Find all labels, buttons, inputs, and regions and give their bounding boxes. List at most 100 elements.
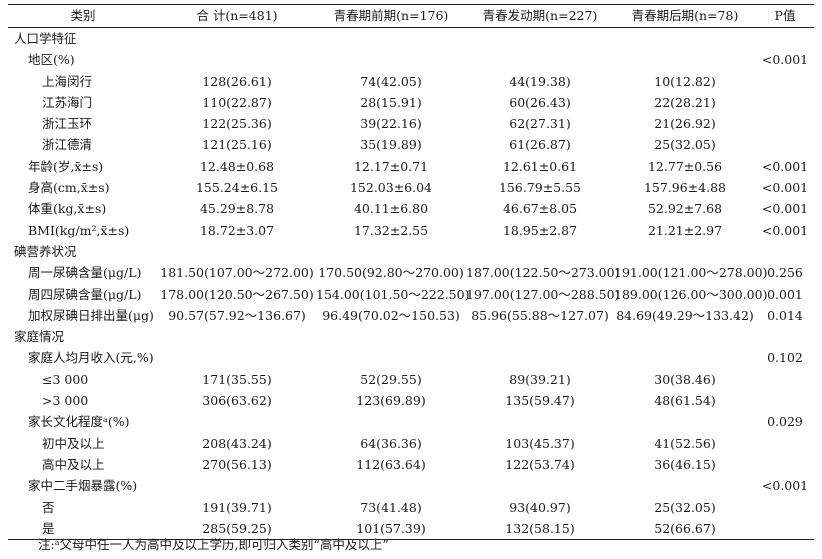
cell-p-value	[756, 134, 814, 155]
cell-pre-puberty: 12.17±0.71	[353, 158, 429, 174]
cell-late-puberty: 191.00(121.00～278.00)	[614, 265, 768, 281]
cell-puberty-onset	[466, 28, 614, 50]
cell-total: 285(59.25)	[158, 517, 316, 541]
cell-p-value: <0.001	[761, 478, 809, 494]
cell-total	[158, 241, 316, 262]
cell-pre-puberty: 74(42.05)	[360, 73, 422, 89]
table-row: 人口学特征	[8, 28, 814, 50]
cell-late-puberty: 22(28.21)	[654, 94, 716, 110]
cell-late-puberty: 52.92±7.68	[647, 201, 723, 217]
cell-total	[158, 326, 316, 347]
cell-category: 是	[8, 517, 158, 541]
cell-pre-puberty	[316, 411, 466, 432]
cell-p-value	[756, 517, 814, 541]
cell-pre-puberty: 101(57.39)	[316, 517, 466, 541]
cell-puberty-onset: 93(40.97)	[509, 499, 571, 515]
cell-p-value	[756, 241, 814, 262]
cell-category: 身高(cm,x̄±s)	[28, 180, 110, 196]
cell-total	[158, 347, 316, 368]
cell-category: 体重(kg,x̄±s)	[28, 201, 107, 217]
cell-puberty-onset: 122(53.74)	[505, 456, 575, 472]
header-puberty-onset: 青春发动期(n=227)	[466, 4, 614, 28]
footnote: 注:ᵃ父母中任一人为高中及以上学历,即可归入类别“高中及以上”	[38, 537, 389, 552]
cell-p-value	[756, 497, 814, 518]
cell-puberty-onset	[466, 241, 614, 262]
cell-pre-puberty: 39(22.16)	[360, 116, 422, 132]
cell-pre-puberty: 96.49(70.02～150.53)	[322, 307, 460, 323]
cell-category: ≤3 000	[42, 371, 89, 387]
cell-category: 人口学特征	[14, 31, 77, 46]
cell-late-puberty: 30(38.46)	[654, 371, 716, 387]
cell-late-puberty: 52(66.67)	[614, 517, 756, 541]
cell-p-value	[756, 433, 814, 454]
cell-total: 178.00(120.50～267.50)	[160, 286, 314, 302]
cell-total	[158, 475, 316, 496]
cell-late-puberty: 189.00(126.00～300.00)	[614, 286, 768, 302]
cell-pre-puberty: 64(36.36)	[360, 435, 422, 451]
cell-category: 加权尿碘日排出量(μg)	[28, 307, 154, 323]
cell-p-value: 0.102	[767, 350, 803, 366]
cell-p-value	[756, 390, 814, 411]
cell-late-puberty: 10(12.82)	[654, 73, 716, 89]
table-row: 初中及以上 208(43.24) 64(36.36) 103(45.37) 41(52.…	[8, 433, 814, 454]
cell-puberty-onset	[466, 411, 614, 432]
cell-p-value: 0.014	[767, 307, 803, 323]
cell-late-puberty: 41(52.56)	[654, 435, 716, 451]
cell-puberty-onset: 61(26.87)	[509, 137, 571, 153]
cell-total: 181.50(107.00～272.00)	[160, 265, 314, 281]
cell-puberty-onset: 46.67±8.05	[502, 201, 578, 217]
cell-puberty-onset: 44(19.38)	[509, 73, 571, 89]
cell-total: 18.72±3.07	[199, 222, 275, 238]
cell-puberty-onset	[466, 326, 614, 347]
cell-total: 122(25.36)	[202, 116, 272, 132]
cell-pre-puberty: 123(69.89)	[356, 393, 426, 409]
cell-total: 306(63.62)	[202, 393, 272, 409]
cell-puberty-onset: 156.79±5.55	[498, 180, 582, 196]
cell-p-value	[756, 454, 814, 475]
cell-late-puberty: 48(61.54)	[654, 393, 716, 409]
table-row: 浙江玉环 122(25.36) 39(22.16) 62(27.31) 21(26.92…	[8, 113, 814, 134]
cell-p-value: <0.001	[761, 52, 809, 68]
cell-puberty-onset: 12.61±0.61	[502, 158, 578, 174]
cell-total: 12.48±0.68	[199, 158, 275, 174]
cell-total: 191(39.71)	[202, 499, 272, 515]
table-row: 年龄(岁,x̄±s) 12.48±0.68 12.17±0.71 12.61±0.61…	[8, 156, 814, 177]
cell-category: 家中二手烟暴露(%)	[28, 478, 138, 494]
cell-total: 90.57(57.92～136.67)	[168, 307, 306, 323]
cell-category: 上海闵行	[42, 73, 93, 89]
cell-late-puberty	[614, 475, 756, 496]
table-row: 高中及以上 270(56.13) 112(63.64) 122(53.74) 36(46…	[8, 454, 814, 475]
cell-pre-puberty	[316, 241, 466, 262]
cell-pre-puberty: 35(19.89)	[360, 137, 422, 153]
cell-puberty-onset: 103(45.37)	[505, 435, 575, 451]
cell-pre-puberty	[316, 475, 466, 496]
cell-pre-puberty: 73(41.48)	[360, 499, 422, 515]
table-row: 家长文化程度ᵃ(%) 0.029	[8, 411, 814, 432]
cell-pre-puberty: 52(29.55)	[360, 371, 422, 387]
table-row: 地区(%) <0.001	[8, 49, 814, 70]
table-row: 碘营养状况	[8, 241, 814, 262]
cell-total: 171(35.55)	[202, 371, 272, 387]
cell-category: 家长文化程度ᵃ(%)	[28, 414, 130, 430]
cell-late-puberty	[614, 347, 756, 368]
table-body: 人口学特征地区(%) <0.001 上海闵行 128(26.61) 74(42.05) 4…	[8, 28, 814, 541]
cell-late-puberty: 36(46.15)	[654, 456, 716, 472]
cell-pre-puberty: 112(63.64)	[356, 456, 426, 472]
table-row: 是 285(59.25) 101(57.39) 132(58.15) 52(66.67)	[8, 517, 814, 541]
cell-p-value	[756, 113, 814, 134]
cell-late-puberty: 84.69(49.29～133.42)	[616, 307, 754, 323]
cell-late-puberty: 25(32.05)	[654, 137, 716, 153]
cell-category: 碘营养状况	[14, 243, 77, 259]
table-row: 江苏海门 110(22.87) 28(15.91) 60(26.43) 22(28.21…	[8, 92, 814, 113]
cell-category: 周四尿碘含量(μg/L)	[28, 286, 142, 302]
cell-pre-puberty	[316, 28, 466, 50]
cell-total	[158, 28, 316, 50]
cell-late-puberty	[614, 28, 756, 50]
cell-total: 128(26.61)	[202, 73, 272, 89]
cell-puberty-onset	[466, 475, 614, 496]
cell-category: 江苏海门	[42, 94, 93, 110]
cell-total: 270(56.13)	[202, 456, 272, 472]
cell-total: 110(22.87)	[202, 94, 272, 110]
table-row: 否 191(39.71) 73(41.48) 93(40.97) 25(32.05)	[8, 497, 814, 518]
header-pre-puberty: 青春期前期(n=176)	[316, 4, 466, 28]
